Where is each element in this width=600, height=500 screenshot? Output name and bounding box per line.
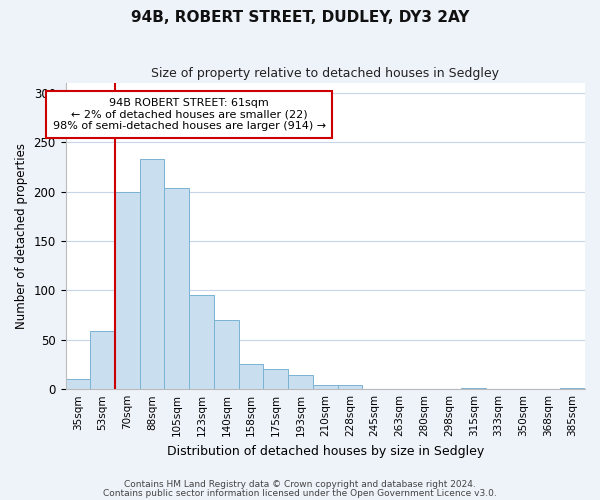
Bar <box>263 370 288 389</box>
Bar <box>338 385 362 389</box>
Bar <box>214 320 239 389</box>
Bar <box>90 331 115 389</box>
Bar <box>560 388 585 389</box>
Bar <box>189 296 214 389</box>
Bar <box>164 188 189 389</box>
Bar <box>461 388 486 389</box>
Bar <box>115 192 140 389</box>
Bar <box>65 380 90 389</box>
Bar <box>313 385 338 389</box>
Bar <box>239 364 263 389</box>
Bar <box>140 159 164 389</box>
Bar <box>288 376 313 389</box>
X-axis label: Distribution of detached houses by size in Sedgley: Distribution of detached houses by size … <box>167 444 484 458</box>
Title: Size of property relative to detached houses in Sedgley: Size of property relative to detached ho… <box>151 68 499 80</box>
Text: Contains HM Land Registry data © Crown copyright and database right 2024.: Contains HM Land Registry data © Crown c… <box>124 480 476 489</box>
Text: 94B, ROBERT STREET, DUDLEY, DY3 2AY: 94B, ROBERT STREET, DUDLEY, DY3 2AY <box>131 10 469 25</box>
Text: Contains public sector information licensed under the Open Government Licence v3: Contains public sector information licen… <box>103 490 497 498</box>
Text: 94B ROBERT STREET: 61sqm
← 2% of detached houses are smaller (22)
98% of semi-de: 94B ROBERT STREET: 61sqm ← 2% of detache… <box>53 98 326 131</box>
Y-axis label: Number of detached properties: Number of detached properties <box>15 143 28 329</box>
